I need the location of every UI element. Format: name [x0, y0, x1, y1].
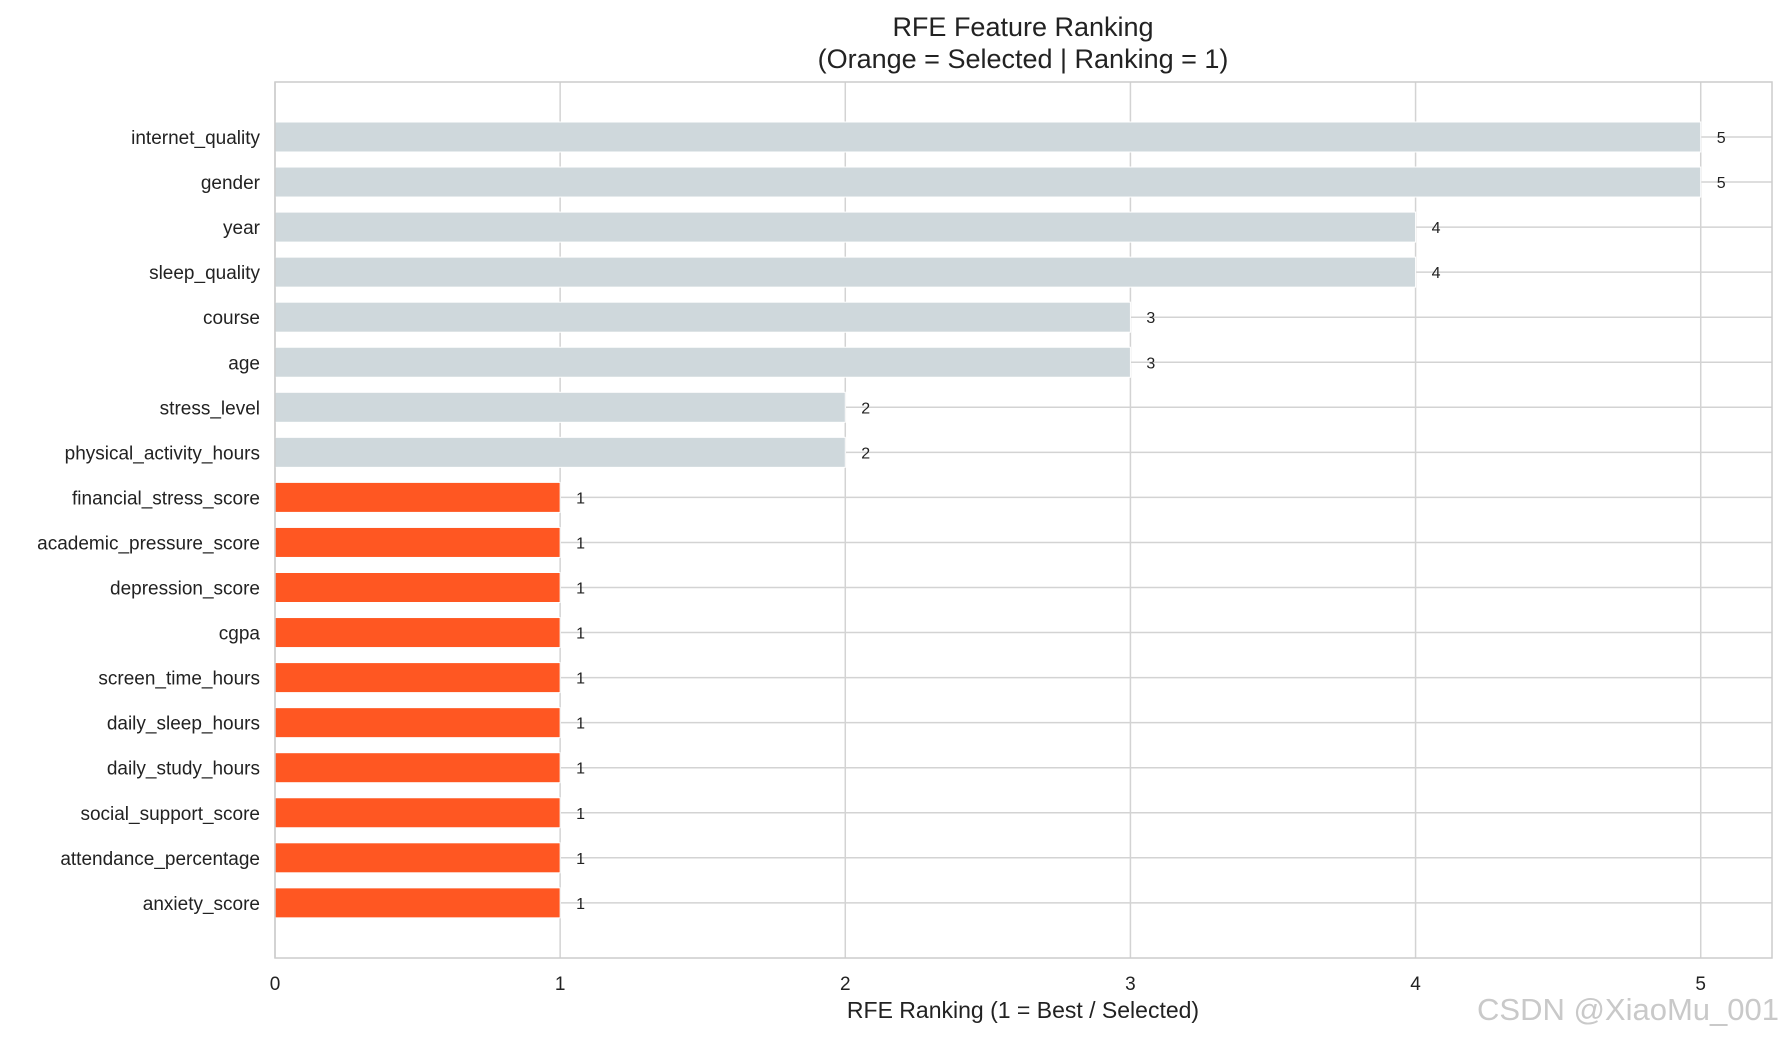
value-label: 4 — [1432, 220, 1441, 237]
y-tick-label: attendance_percentage — [60, 849, 260, 870]
bar-daily_study_hours — [274, 752, 561, 784]
value-label: 1 — [576, 490, 585, 507]
y-tick-label: gender — [201, 173, 261, 194]
value-label: 5 — [1717, 130, 1726, 147]
watermark-text: CSDN @XiaoMu_001 — [1477, 992, 1779, 1027]
y-tick-label: anxiety_score — [143, 894, 260, 915]
x-tick-label: 0 — [270, 974, 281, 995]
y-tick-label: screen_time_hours — [98, 669, 260, 690]
value-label: 3 — [1146, 355, 1155, 372]
bar-attendance_percentage — [274, 842, 561, 874]
y-tick-label: internet_quality — [131, 128, 260, 149]
value-label: 5 — [1717, 175, 1726, 192]
value-label: 2 — [861, 400, 870, 417]
value-label-layer: 5 5 4 4 3 3 2 2 1 1 1 1 1 1 1 1 1 1 — [576, 130, 1726, 913]
value-label: 1 — [576, 851, 585, 868]
bar-academic_pressure_score — [274, 526, 561, 558]
y-tick-label: sleep_quality — [149, 263, 260, 284]
bar-year — [274, 211, 1417, 243]
y-tick-label: course — [203, 308, 260, 329]
y-tick-label: stress_level — [160, 398, 260, 419]
y-tick-label: academic_pressure_score — [37, 533, 260, 554]
x-tick-label: 3 — [1125, 974, 1136, 995]
y-tick-label: year — [223, 218, 261, 239]
chart-title-line2: (Orange = Selected | Ranking = 1) — [818, 44, 1229, 74]
bar-internet_quality — [274, 121, 1702, 153]
plot-frame — [274, 81, 1773, 959]
value-label: 1 — [576, 761, 585, 778]
bar-social_support_score — [274, 797, 561, 829]
x-tick-label: 2 — [840, 974, 851, 995]
bar-age — [274, 346, 1131, 378]
value-label: 1 — [576, 626, 585, 643]
y-tick-label: daily_sleep_hours — [107, 714, 260, 735]
y-tick-label: daily_study_hours — [107, 759, 260, 780]
bar-depression_score — [274, 572, 561, 603]
chart-title-line1: RFE Feature Ranking — [892, 12, 1153, 42]
bar-screen_time_hours — [274, 662, 561, 694]
x-tick-label: 4 — [1410, 974, 1421, 995]
value-label: 1 — [576, 716, 585, 733]
bar-physical_activity_hours — [274, 436, 846, 468]
value-label: 3 — [1146, 310, 1155, 327]
value-label: 1 — [576, 671, 585, 688]
y-tick-label: cgpa — [219, 624, 261, 645]
value-label: 4 — [1432, 265, 1441, 282]
value-label: 1 — [576, 896, 585, 913]
bar-course — [274, 301, 1131, 333]
bar-stress_level — [274, 391, 846, 423]
value-label: 1 — [576, 535, 585, 552]
y-tick-label: social_support_score — [80, 804, 260, 825]
bar-financial_stress_score — [274, 481, 561, 513]
bar-daily_sleep_hours — [274, 707, 561, 739]
y-tick-label: financial_stress_score — [72, 488, 260, 509]
y-tick-label: physical_activity_hours — [65, 443, 260, 464]
x-tick-label: 5 — [1695, 974, 1706, 995]
value-label: 1 — [576, 581, 585, 598]
bar-gender — [274, 166, 1702, 198]
x-tick-label: 1 — [555, 974, 566, 995]
value-label: 2 — [861, 445, 870, 462]
bar-sleep_quality — [274, 256, 1417, 288]
x-tick-label-layer: 0 1 2 3 4 5 — [270, 974, 1706, 995]
x-axis-label: RFE Ranking (1 = Best / Selected) — [847, 997, 1199, 1023]
bar-layer — [274, 121, 1702, 919]
bar-anxiety_score — [274, 887, 561, 919]
y-tick-label: age — [228, 353, 260, 374]
bar-cgpa — [274, 617, 561, 649]
value-label: 1 — [576, 806, 585, 823]
y-tick-label: depression_score — [110, 579, 260, 600]
